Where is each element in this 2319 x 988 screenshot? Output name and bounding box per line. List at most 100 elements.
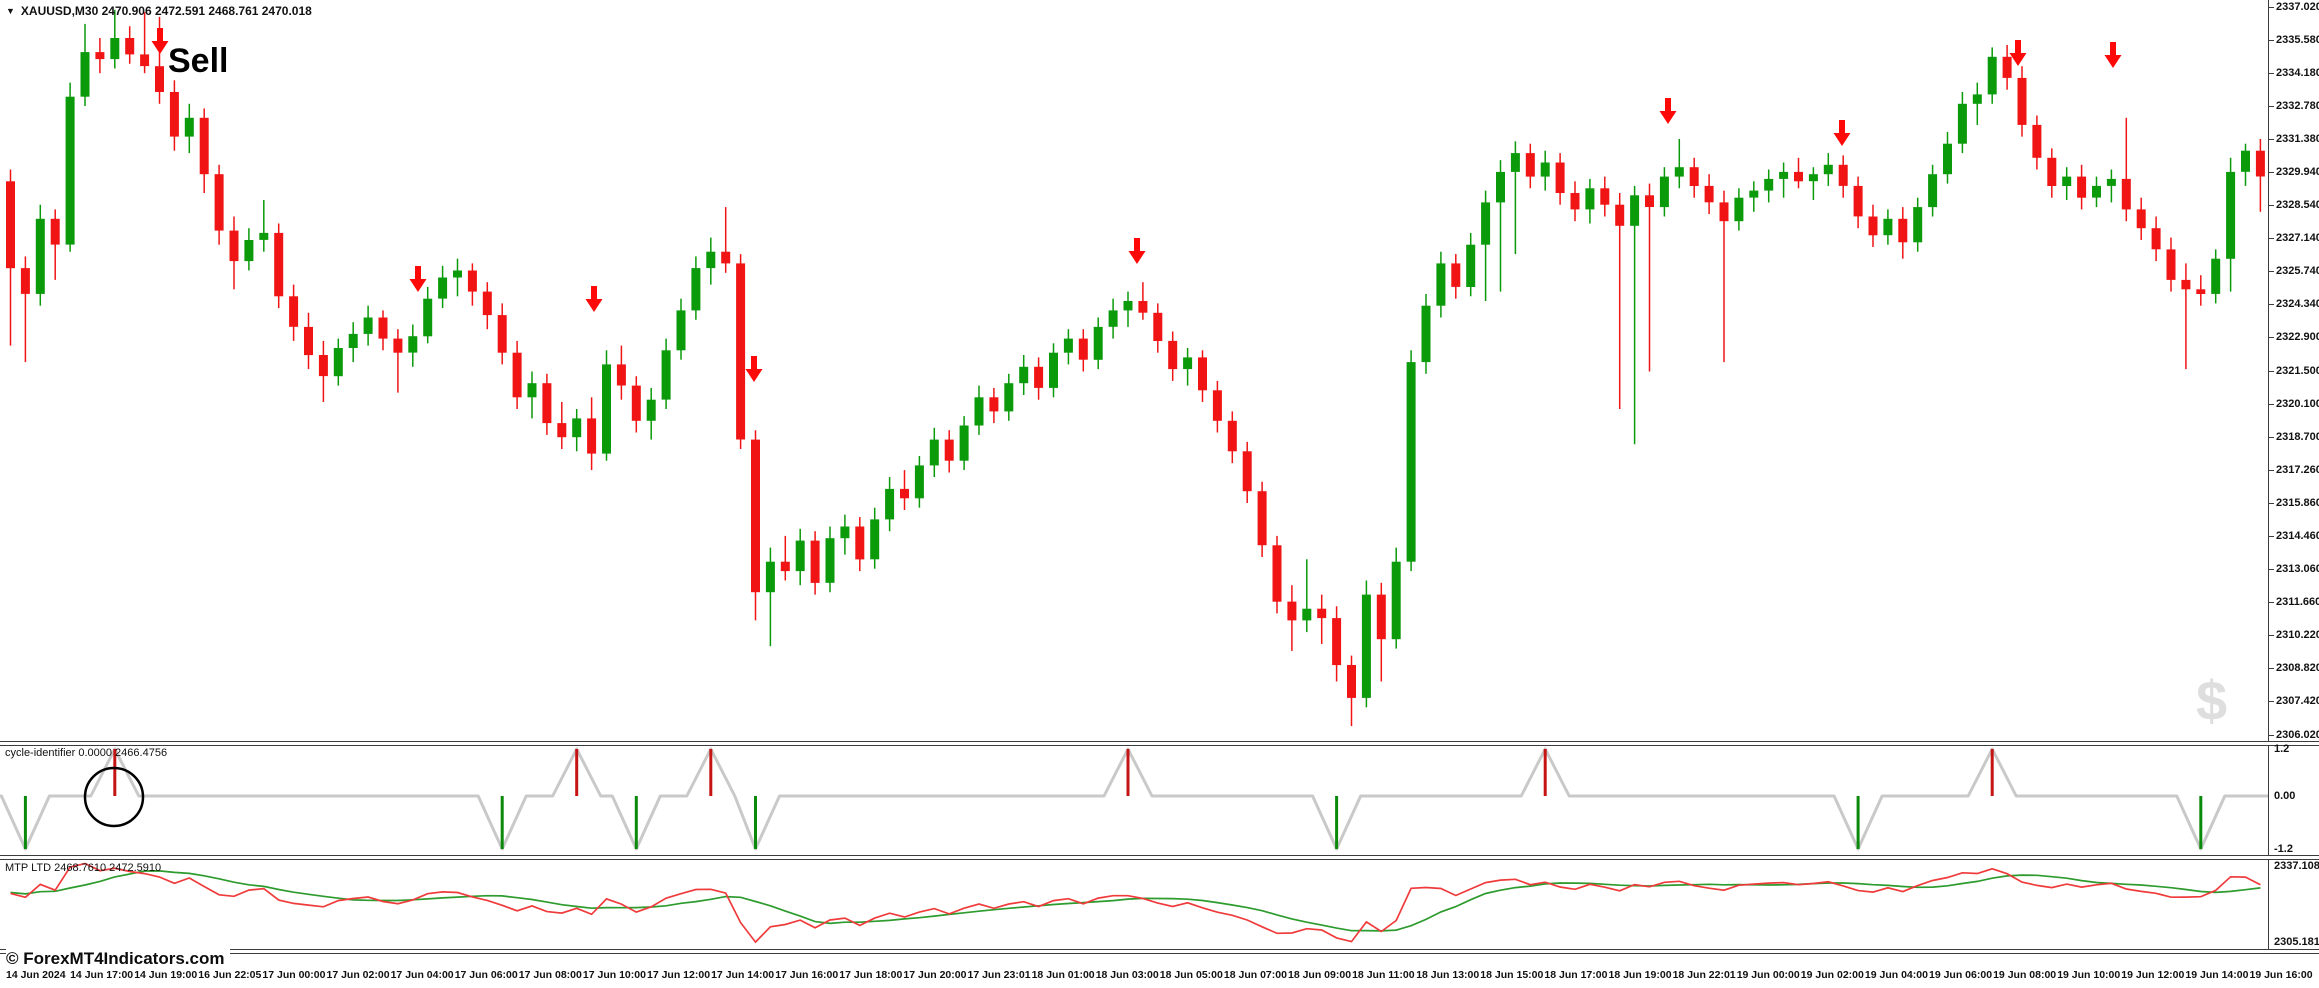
price-tick [2268,138,2274,140]
price-tick [2268,238,2274,240]
candle-body [1063,338,1073,353]
price-tick [2268,701,2274,703]
candle-body [1659,176,1669,208]
mtp-green-line [10,870,2261,932]
candle-body [2255,150,2265,177]
sell-arrow-shaft [1134,238,1140,252]
sell-arrow-icon [151,28,169,54]
price-tick [2268,337,2274,339]
candle-body [1570,193,1580,210]
copyright-text: © ForexMT4Indicators.com [6,949,231,969]
candle-body [1928,174,1938,208]
time-tick-label: 19 Jun 14:00 [2185,969,2249,981]
cycle-up-spike [575,749,579,796]
candle-body [1496,171,1505,203]
candle-body [780,561,790,572]
candle-body [1779,171,1789,179]
time-tick-label: 19 Jun 08:00 [1993,969,2057,981]
price-tick-label: 2317.260 [2276,463,2319,476]
price-tick-label: 2324.340 [2276,298,2319,311]
candle-body [557,423,567,438]
candle-body [1227,420,1237,452]
sell-arrow-shaft [415,266,421,280]
sell-arrow-head [2104,55,2122,68]
candle-body [1764,178,1774,191]
time-tick-label: 18 Jun 17:00 [1544,969,1608,981]
candle-body [1466,244,1476,287]
candle-body [2077,176,2087,198]
candle-body [95,52,105,60]
cycle-down-spike [1335,796,1339,849]
time-tick-label: 17 Jun 04:00 [390,969,454,981]
symbol-dropdown-icon[interactable]: ▼ [6,6,15,16]
candle-body [482,291,492,316]
candle-body [408,336,418,353]
candle-body [1600,188,1610,205]
sell-arrow-head [151,41,169,54]
candle-body [795,540,805,572]
candle-body [274,232,284,297]
candle-body [542,383,552,424]
candle-body [378,317,388,339]
candle-body [65,96,75,245]
mtp-ltd-panel[interactable] [0,860,2268,951]
candle-body [1555,162,1565,193]
candle-body [2106,178,2116,186]
price-tick [2268,469,2274,471]
panel-separator [0,949,2319,954]
price-tick-label: 2307.420 [2276,695,2319,708]
candle-body [1645,195,1654,207]
candle-body [50,218,60,245]
candle-body [393,338,403,353]
sell-arrow-shaft [2015,40,2021,54]
candle-body [676,310,686,351]
candle-body [244,240,254,262]
candle-body [1794,171,1803,182]
candle-body [318,355,328,377]
time-tick-label: 17 Jun 02:00 [326,969,390,981]
cycle-identifier-label: cycle-identifier 0.0000 2466.4756 [5,747,168,759]
candle-body [1257,491,1267,546]
panel-separator[interactable] [0,855,2319,860]
time-tick-label: 18 Jun 11:00 [1352,969,1415,981]
time-tick-label: 18 Jun 22:01 [1672,969,1736,981]
candle-body [2151,228,2161,250]
candle-body [1615,204,1625,226]
candle-body [1153,312,1163,341]
sell-arrow-icon [2009,40,2027,66]
candle-body [363,317,373,334]
panel-separator[interactable] [0,741,2319,746]
candle-body [1406,362,1416,562]
price-tick-label: 2315.860 [2276,496,2319,509]
price-tick [2268,403,2274,405]
candle-body [110,38,120,60]
sell-arrow-shaft [1839,120,1845,134]
sell-arrow-shaft [157,28,163,42]
cycle-identifier-panel[interactable] [0,745,2268,856]
price-tick-label: 2320.100 [2276,397,2319,410]
candle-body [2017,77,2027,125]
sell-arrow-shaft [591,286,597,300]
time-tick-label: 18 Jun 19:00 [1608,969,1672,981]
price-tick-label: 2311.660 [2276,596,2319,609]
candle-body [1868,216,1878,236]
candle-body [646,399,656,421]
candle-body [1481,202,1491,245]
candle-body [6,181,15,269]
price-tick-label: 2308.820 [2276,662,2319,675]
candle-body [989,397,999,412]
candle-body [691,268,701,311]
price-tick [2268,668,2274,670]
price-tick [2268,105,2274,107]
candle-body [1287,601,1297,621]
candlestick-chart[interactable] [0,0,2268,951]
time-tick-label: 18 Jun 05:00 [1159,969,1223,981]
chart-title: XAUUSD,M30 2470.906 2472.591 2468.761 24… [20,4,312,18]
time-tick-label: 17 Jun 16:00 [775,969,839,981]
candle-body [587,418,597,454]
candle-body [1749,190,1759,198]
candle-body [2196,289,2206,294]
candle-body [2032,124,2042,158]
candle-body [825,538,835,583]
candle-body [512,352,522,398]
